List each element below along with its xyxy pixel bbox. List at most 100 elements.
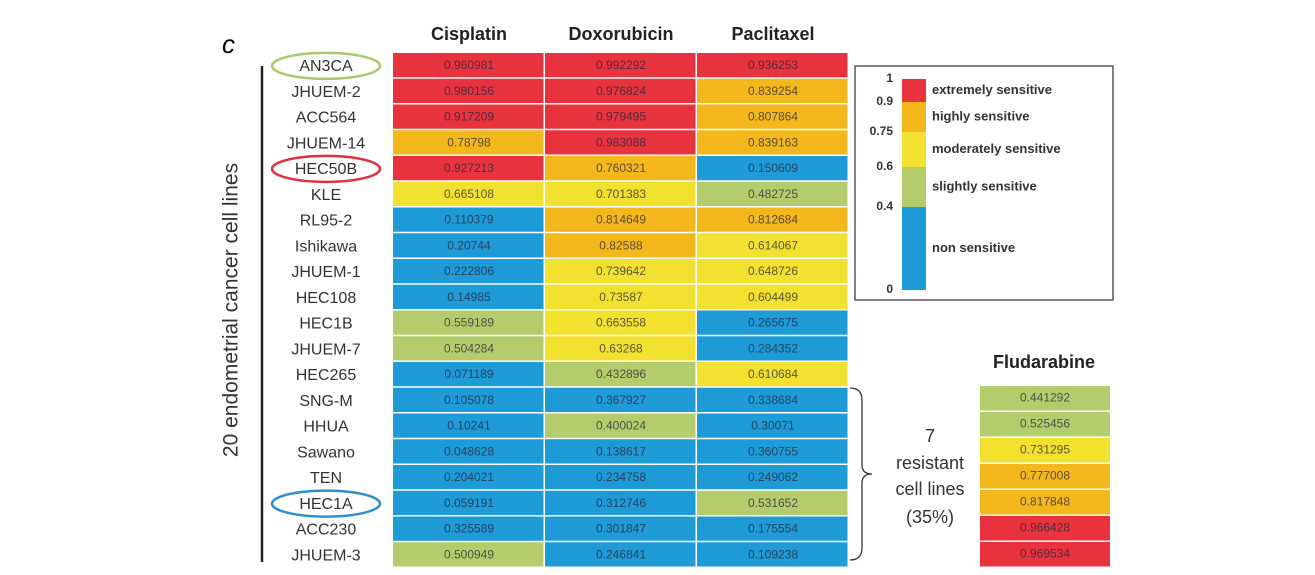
- annotation: (35%): [906, 507, 954, 527]
- row-label: HEC50B: [295, 161, 357, 178]
- cell-value: 0.20744: [447, 238, 491, 252]
- column-header: Doxorubicin: [568, 24, 673, 44]
- cell-value: 0.960981: [444, 58, 494, 72]
- row-label: HEC1A: [299, 496, 353, 513]
- cell-value: 0.531652: [748, 496, 798, 510]
- cell-value: 0.839163: [748, 135, 798, 149]
- heat-cell: [545, 310, 696, 335]
- heat-cell: [393, 387, 544, 412]
- cell-value: 0.400024: [596, 419, 646, 433]
- row-label: JHUEM-7: [291, 341, 360, 358]
- row-label: ACC564: [296, 110, 357, 127]
- heat-cell: [545, 156, 696, 181]
- row-label: RL95-2: [300, 213, 353, 230]
- cell-value: 0.432896: [596, 367, 646, 381]
- cell-value: 0.966428: [1020, 521, 1070, 535]
- cell-value: 0.071189: [444, 367, 493, 381]
- cell-value: 0.504284: [444, 341, 494, 355]
- legend-band: [902, 132, 926, 167]
- heat-cell: [980, 438, 1110, 463]
- highlight-circle: [270, 51, 382, 81]
- cell-value: 0.731295: [1020, 443, 1070, 457]
- cell-value: 0.138617: [596, 444, 646, 458]
- y-label: 20 endometrial cancer cell lines: [220, 163, 243, 457]
- cell-value: 0.777008: [1020, 469, 1070, 483]
- heat-cell: [393, 259, 544, 284]
- cell-value: 0.917209: [444, 110, 494, 124]
- cell-value: 0.175554: [748, 522, 798, 536]
- heat-cell: [697, 465, 848, 490]
- row-label: JHUEM-3: [291, 547, 360, 564]
- row-label: JHUEM-14: [287, 135, 365, 152]
- cell-value: 0.82588: [599, 238, 643, 252]
- cell-value: 0.360755: [748, 444, 798, 458]
- heat-cell: [697, 104, 848, 129]
- heat-cell: [545, 336, 696, 361]
- cell-value: 0.983088: [596, 135, 646, 149]
- heat-cell: [545, 233, 696, 258]
- cell-value: 0.312746: [596, 496, 646, 510]
- heat-cell: [697, 181, 848, 206]
- heat-cell: [980, 464, 1110, 489]
- cell-value: 0.204021: [444, 470, 494, 484]
- legend-label: highly sensitive: [932, 108, 1030, 123]
- cell-value: 0.604499: [748, 290, 798, 304]
- row-label: Ishikawa: [295, 238, 357, 255]
- heat-cell: [393, 413, 544, 438]
- annotation: cell lines: [895, 479, 964, 499]
- cell-value: 0.63268: [599, 341, 643, 355]
- heat-cell: [697, 53, 848, 78]
- legend-band: [902, 167, 926, 207]
- cell-value: 0.14985: [447, 290, 491, 304]
- heat-cell: [545, 362, 696, 387]
- cell-value: 0.265675: [748, 316, 798, 330]
- cell-value: 0.059191: [444, 496, 494, 510]
- heat-cell: [697, 336, 848, 361]
- heat-cell: [545, 259, 696, 284]
- cell-value: 0.048628: [444, 444, 494, 458]
- legend-label: non sensitive: [932, 240, 1015, 255]
- heat-cell: [393, 156, 544, 181]
- cell-value: 0.663558: [596, 316, 646, 330]
- cell-value: 0.980156: [444, 84, 494, 98]
- legend-tick: 0: [886, 282, 893, 296]
- heat-cell: [545, 490, 696, 515]
- row-label: SNG-M: [299, 393, 352, 410]
- heat-cell: [545, 439, 696, 464]
- heat-cell: [393, 490, 544, 515]
- heat-cell: [697, 130, 848, 155]
- brace: [849, 387, 873, 561]
- cell-value: 0.614067: [748, 238, 798, 252]
- cell-value: 0.760321: [596, 161, 646, 175]
- heat-cell: [545, 465, 696, 490]
- heat-cell: [393, 78, 544, 103]
- legend-label: moderately sensitive: [932, 141, 1061, 156]
- annotation: resistant: [896, 453, 964, 473]
- cell-value: 0.222806: [444, 264, 494, 278]
- heat-cell: [393, 516, 544, 541]
- cell-value: 0.610684: [748, 367, 798, 381]
- heat-cell: [393, 233, 544, 258]
- heat-cell: [697, 78, 848, 103]
- cell-value: 0.807864: [748, 110, 798, 124]
- row-label: AN3CA: [299, 58, 353, 75]
- cell-value: 0.839254: [748, 84, 798, 98]
- heat-cell: [697, 413, 848, 438]
- heat-cell: [697, 310, 848, 335]
- cell-value: 0.234758: [596, 470, 646, 484]
- heat-cell: [697, 387, 848, 412]
- cell-value: 0.441292: [1020, 391, 1070, 405]
- row-label: Sawano: [297, 444, 355, 461]
- legend-tick: 0.75: [870, 124, 894, 138]
- row-label: KLE: [311, 187, 341, 204]
- row-label: TEN: [310, 470, 342, 487]
- cell-value: 0.301847: [596, 522, 646, 536]
- heat-cell: [697, 516, 848, 541]
- cell-value: 0.30071: [751, 419, 795, 433]
- cell-value: 0.976824: [596, 84, 646, 98]
- heat-cell: [393, 439, 544, 464]
- row-label: ACC230: [296, 522, 357, 539]
- row-label: JHUEM-1: [291, 264, 360, 281]
- heat-cell: [545, 284, 696, 309]
- heat-cell: [393, 362, 544, 387]
